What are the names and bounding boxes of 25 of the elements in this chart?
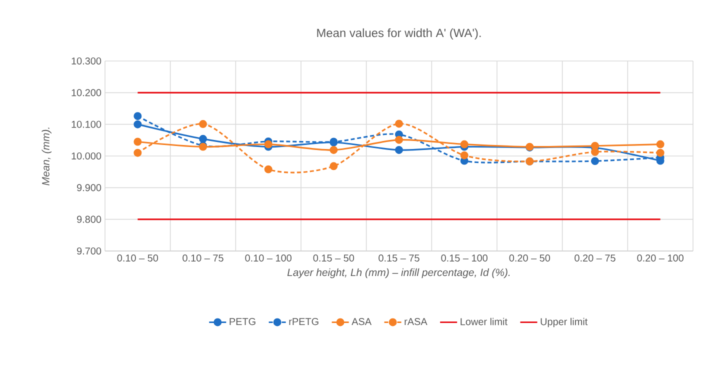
y-tick-label: 9.700 (77, 247, 102, 255)
legend-label: ASA (352, 318, 372, 326)
x-tick-label: 0.15 – 50 (313, 254, 354, 262)
y-tick-label: 10.100 (72, 120, 102, 128)
chart-title: Mean values for width A' (WA'). (317, 28, 481, 40)
legend-label: PETG (230, 318, 256, 326)
y-tick-label: 10.300 (72, 57, 102, 65)
x-tick-label: 0.20 – 50 (509, 254, 550, 262)
legend-label: Lower limit (460, 318, 508, 326)
y-axis-title: Mean, (mm). (42, 128, 52, 186)
y-tick-label: 10.200 (72, 89, 102, 96)
x-tick-label: 0.10 – 75 (182, 254, 224, 262)
x-tick-label: 0.15 – 75 (378, 254, 420, 262)
y-tick-label: 10.000 (72, 152, 102, 160)
x-tick-label: 0.10 – 100 (245, 254, 292, 262)
x-tick-label: 0.15 – 100 (441, 254, 488, 262)
x-axis-title: Layer height, Lh (mm) – infill percentage, Id (%). (287, 268, 510, 278)
y-tick-label: 9.900 (77, 184, 102, 192)
x-tick-label: 0.20 – 75 (574, 254, 616, 262)
x-tick-label: 0.10 – 50 (117, 254, 158, 262)
legend-label: Upper limit (540, 318, 588, 328)
legend-label: rASA (404, 318, 428, 326)
y-tick-label: 9.800 (77, 216, 102, 223)
x-tick-label: 0.20 – 100 (637, 254, 684, 262)
legend-label: rPETG (289, 318, 318, 326)
